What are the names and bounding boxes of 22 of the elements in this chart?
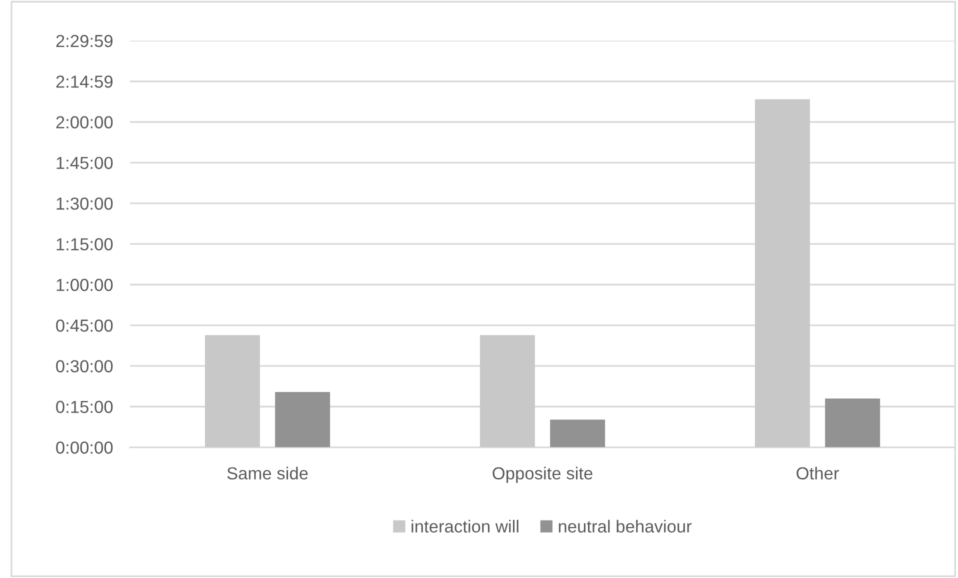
y-tick-label: 0:00:00 xyxy=(56,441,113,454)
bar xyxy=(480,335,535,448)
y-tick-label: 0:30:00 xyxy=(56,360,113,372)
x-tick-label: Same side xyxy=(227,466,308,480)
bar xyxy=(275,392,330,448)
y-tick-label: 1:45:00 xyxy=(56,156,113,170)
y-tick-label: 0:45:00 xyxy=(56,319,113,332)
bar xyxy=(550,420,606,448)
y-tick-label: 1:15:00 xyxy=(56,238,113,250)
bar xyxy=(825,398,880,448)
y-tick-label: 2:29:59 xyxy=(56,34,113,48)
legend-label: neutral behaviour xyxy=(558,520,692,533)
y-tick-label: 2:00:00 xyxy=(56,116,113,128)
x-tick-label: Other xyxy=(796,466,839,480)
x-tick-label: Opposite site xyxy=(492,466,592,483)
legend-label: interaction will xyxy=(412,520,518,533)
y-tick-label: 1:00:00 xyxy=(56,278,113,292)
y-tick-label: 1:30:00 xyxy=(56,197,113,210)
bar xyxy=(204,335,260,448)
y-tick-label: 2:14:59 xyxy=(56,76,113,88)
bar xyxy=(754,99,810,448)
y-tick-label: 0:15:00 xyxy=(56,400,113,414)
